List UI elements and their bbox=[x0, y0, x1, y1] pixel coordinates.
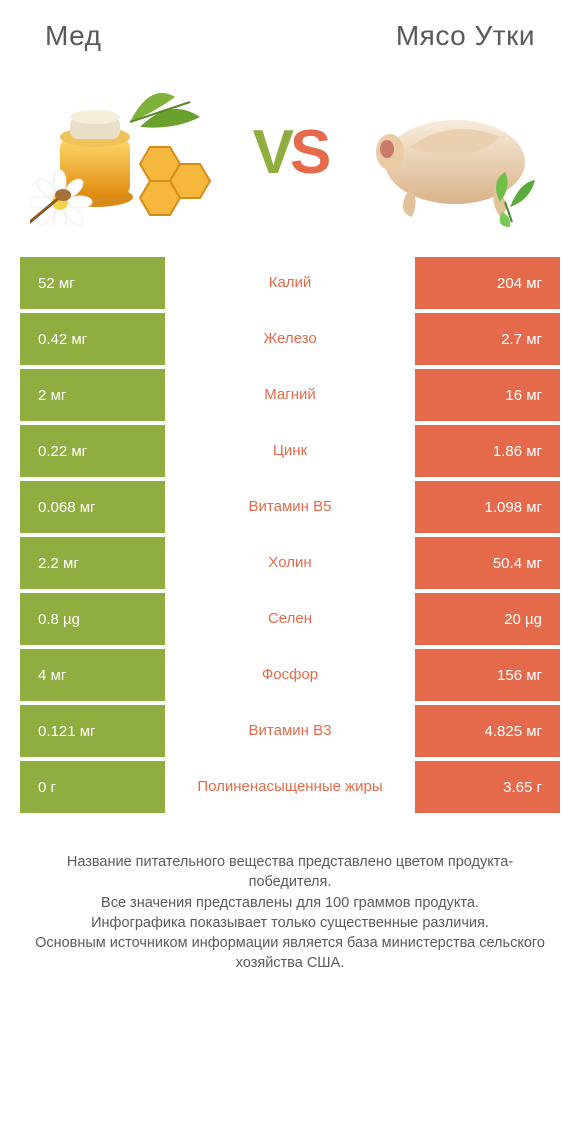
right-value: 156 мг bbox=[415, 649, 560, 701]
vs-v: V bbox=[253, 118, 290, 187]
nutrient-label: Железо bbox=[165, 313, 415, 365]
right-value: 3.65 г bbox=[415, 761, 560, 813]
left-value: 0.42 мг bbox=[20, 313, 165, 365]
left-value: 2.2 мг bbox=[20, 537, 165, 589]
right-food-title: Мясо Утки bbox=[396, 20, 535, 52]
right-value: 50.4 мг bbox=[415, 537, 560, 589]
nutrient-label: Фосфор bbox=[165, 649, 415, 701]
table-row: 0.22 мгЦинк1.86 мг bbox=[20, 425, 560, 477]
left-value: 0.22 мг bbox=[20, 425, 165, 477]
right-value: 4.825 мг bbox=[415, 705, 560, 757]
hero-row: VS bbox=[20, 67, 560, 257]
right-value: 2.7 мг bbox=[415, 313, 560, 365]
table-row: 0.068 мгВитамин B51.098 мг bbox=[20, 481, 560, 533]
right-value: 1.098 мг bbox=[415, 481, 560, 533]
honey-image bbox=[30, 77, 230, 227]
table-row: 0.8 µgСелен20 µg bbox=[20, 593, 560, 645]
vs-s: S bbox=[290, 118, 327, 187]
nutrient-label: Витамин B3 bbox=[165, 705, 415, 757]
table-row: 2.2 мгХолин50.4 мг bbox=[20, 537, 560, 589]
nutrient-label: Холин bbox=[165, 537, 415, 589]
right-value: 16 мг bbox=[415, 369, 560, 421]
table-row: 0.42 мгЖелезо2.7 мг bbox=[20, 313, 560, 365]
table-row: 2 мгМагний16 мг bbox=[20, 369, 560, 421]
nutrient-label: Магний bbox=[165, 369, 415, 421]
header: Мед Мясо Утки bbox=[20, 20, 560, 67]
left-value: 0.068 мг bbox=[20, 481, 165, 533]
vs-label: VS bbox=[253, 117, 328, 188]
table-row: 4 мгФосфор156 мг bbox=[20, 649, 560, 701]
left-value: 2 мг bbox=[20, 369, 165, 421]
comparison-table: 52 мгКалий204 мг0.42 мгЖелезо2.7 мг2 мгМ… bbox=[20, 257, 560, 813]
left-value: 52 мг bbox=[20, 257, 165, 309]
right-value: 1.86 мг bbox=[415, 425, 560, 477]
footnote-text: Название питательного вещества представл… bbox=[20, 817, 560, 974]
table-row: 52 мгКалий204 мг bbox=[20, 257, 560, 309]
table-row: 0 гПолиненасыщенные жиры3.65 г bbox=[20, 761, 560, 813]
left-value: 0.121 мг bbox=[20, 705, 165, 757]
right-value: 20 µg bbox=[415, 593, 560, 645]
left-value: 0 г bbox=[20, 761, 165, 813]
left-value: 4 мг bbox=[20, 649, 165, 701]
right-value: 204 мг bbox=[415, 257, 560, 309]
left-food-title: Мед bbox=[45, 20, 101, 52]
nutrient-label: Витамин B5 bbox=[165, 481, 415, 533]
nutrient-label: Калий bbox=[165, 257, 415, 309]
table-row: 0.121 мгВитамин B34.825 мг bbox=[20, 705, 560, 757]
nutrient-label: Селен bbox=[165, 593, 415, 645]
nutrient-label: Полиненасыщенные жиры bbox=[165, 761, 415, 813]
nutrient-label: Цинк bbox=[165, 425, 415, 477]
duck-image bbox=[350, 77, 550, 227]
left-value: 0.8 µg bbox=[20, 593, 165, 645]
